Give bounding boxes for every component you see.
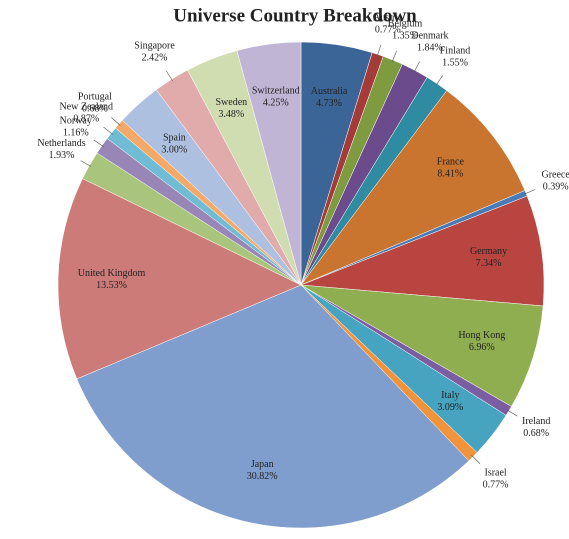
- slice-value-label: 0.68%: [523, 428, 549, 439]
- slice-value-label: 0.68%: [82, 103, 108, 114]
- slice-label: Australia: [311, 86, 348, 97]
- leader-line: [376, 44, 382, 57]
- leader-line: [391, 50, 397, 63]
- leader-line: [506, 409, 518, 417]
- slice-value-label: 0.87%: [73, 114, 99, 125]
- slice-value-label: 3.00%: [161, 144, 187, 155]
- leader-line: [413, 61, 420, 73]
- leader-line: [524, 189, 536, 195]
- slice-label: Denmark: [411, 30, 448, 41]
- chart-title: Universe Country Breakdown: [173, 5, 417, 26]
- leader-line: [103, 126, 113, 135]
- slice-label: Norway: [60, 116, 92, 127]
- slice-value-label: 13.53%: [96, 280, 127, 291]
- slice-label: Hong Kong: [458, 330, 505, 341]
- slice-label: Sweden: [216, 97, 248, 108]
- leader-line: [93, 139, 104, 148]
- leader-line: [435, 75, 443, 86]
- slice-label: Finland: [440, 45, 471, 56]
- slice-label: France: [437, 157, 465, 168]
- pie-slice: [300, 284, 544, 407]
- pie-slice: [76, 284, 470, 529]
- slice-value-label: 1.55%: [442, 57, 468, 68]
- slice-label: Japan: [251, 459, 274, 470]
- slice-value-label: 4.73%: [316, 98, 342, 109]
- slice-label: Ireland: [522, 416, 550, 427]
- slice-label: New Zealand: [59, 102, 113, 113]
- leader-line: [166, 70, 173, 82]
- slice-label: Austria: [373, 12, 403, 23]
- leader-line: [111, 117, 121, 126]
- slice-label: Greece: [542, 170, 569, 181]
- pie-slice: [57, 178, 302, 380]
- leader-line: [471, 455, 481, 464]
- pie-slice: [236, 41, 302, 286]
- pie-slice: [300, 90, 526, 286]
- slice-label: United Kingdom: [78, 268, 146, 279]
- slice-value-label: 1.93%: [49, 150, 75, 161]
- slice-value-label: 30.82%: [247, 471, 278, 482]
- slice-value-label: 4.25%: [263, 97, 289, 108]
- slice-value-label: 0.77%: [483, 480, 509, 491]
- slice-label: Portugal: [78, 91, 112, 102]
- slice-value-label: 6.96%: [469, 342, 495, 353]
- slice-value-label: 3.48%: [218, 109, 244, 120]
- slice-label: Italy: [441, 390, 459, 401]
- slice-value-label: 1.35%: [392, 31, 418, 42]
- slice-value-label: 8.41%: [437, 169, 463, 180]
- slice-value-label: 3.09%: [437, 402, 463, 413]
- slice-label: Singapore: [134, 41, 175, 52]
- slice-label: Switzerland: [252, 85, 300, 96]
- slice-value-label: 2.42%: [142, 53, 168, 64]
- slice-label: Germany: [470, 246, 507, 257]
- leader-line: [80, 160, 92, 167]
- slice-label: Spain: [163, 132, 186, 143]
- pie-slice: [300, 195, 545, 307]
- slice-value-label: 1.16%: [63, 128, 89, 139]
- slice-value-label: 1.84%: [417, 42, 443, 53]
- slice-label: Israel: [484, 468, 506, 479]
- slice-value-label: 0.39%: [543, 182, 569, 193]
- slice-value-label: 7.34%: [476, 258, 502, 269]
- slice-label: Belgium: [388, 19, 423, 30]
- slice-value-label: 0.77%: [375, 24, 401, 35]
- slice-label: Netherlands: [37, 138, 85, 149]
